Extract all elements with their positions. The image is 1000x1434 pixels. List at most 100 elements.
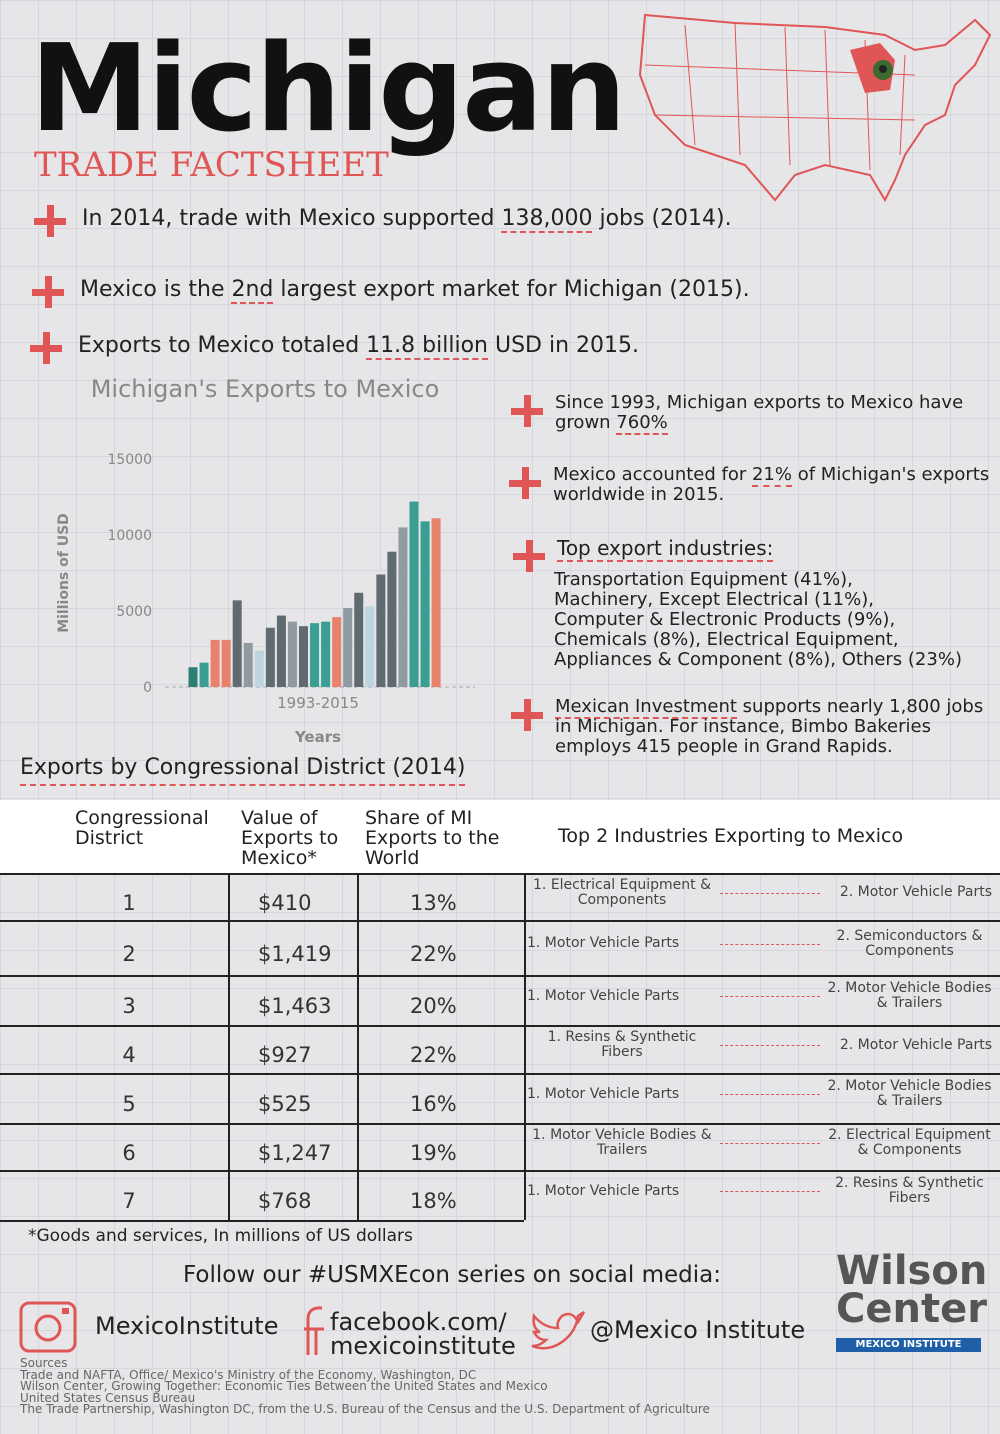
bar — [276, 615, 286, 687]
district: 6 — [122, 1140, 136, 1165]
bar — [265, 627, 275, 687]
export-value: $927 — [258, 1043, 312, 1067]
bar — [310, 623, 320, 687]
source: United States Census Bureau — [20, 1390, 196, 1405]
industry-1: 1. Motor Vehicle Bodies & Trailers — [532, 1126, 712, 1158]
logo-word: Wilson — [836, 1248, 988, 1294]
connector — [720, 996, 820, 997]
export-value: $525 — [258, 1092, 312, 1116]
source: Trade and NAFTA, Office/ Mexico's Minist… — [20, 1367, 477, 1382]
industry-2: 2. Motor Vehicle Parts — [839, 1036, 992, 1053]
fact: Exports to Mexico totaled 11.8 billion U… — [78, 333, 639, 360]
side-fact: Top export industries: Transportation Equ… — [554, 536, 997, 670]
plus-icon — [32, 276, 64, 308]
bar — [232, 600, 242, 687]
industry-line: Computer & Electronic Products (9%), — [554, 609, 896, 630]
title: Michigan — [30, 20, 627, 159]
x-period: 1993-2015 — [277, 694, 359, 712]
table-header: Share of MI Exports to the World — [365, 807, 500, 869]
follow: Follow our #USMXEcon series on social me… — [183, 1262, 721, 1288]
row-rule — [0, 975, 1000, 977]
connector — [720, 1142, 820, 1144]
export-value: $1,247 — [258, 1140, 332, 1165]
connector — [720, 1094, 820, 1095]
bar — [420, 521, 430, 687]
bar — [354, 592, 364, 687]
industry-1: 1. Electrical Equipment & Components — [533, 876, 711, 908]
side-fact: Since 1993, Michigan exports to Mexico h… — [555, 392, 995, 435]
side-text: supports nearly 1,800 jobs in Michigan. … — [555, 696, 984, 757]
plus-icon — [511, 395, 543, 427]
column-rule — [228, 873, 230, 1220]
y-tick-label: 10000 — [107, 528, 152, 544]
x-axis-label: Years — [294, 728, 341, 746]
bar — [409, 501, 419, 687]
industry-2: 2. Motor Vehicle Bodies & Trailers — [827, 1078, 992, 1109]
share: 20% — [410, 994, 457, 1018]
table-header: Value of Exports to Mexico* — [241, 807, 339, 869]
bar — [343, 607, 353, 687]
connector — [720, 1045, 820, 1046]
fact-text: In 2014, trade with Mexico supported — [82, 206, 502, 231]
side-text: Mexican Investment — [555, 696, 737, 719]
fact-text: 138,000 — [501, 206, 593, 233]
logo-word: Center — [836, 1286, 987, 1332]
district: 7 — [122, 1189, 136, 1213]
bar — [398, 527, 408, 687]
table-note: *Goods and services, In millions of US d… — [28, 1226, 413, 1246]
export-value: $410 — [258, 890, 312, 915]
plus-icon — [509, 467, 541, 499]
share: 22% — [410, 941, 457, 966]
industry-1: 1. Motor Vehicle Parts — [527, 935, 680, 951]
table-header: Top 2 Industries Exporting to Mexico — [558, 825, 904, 847]
fact: In 2014, trade with Mexico supported 138… — [82, 206, 732, 233]
row-rule — [0, 920, 1000, 922]
export-value: $1,463 — [258, 994, 332, 1018]
chart: Michigan's Exports to Mexico 1993-2015 Y… — [56, 375, 475, 746]
fact-text: largest export market for Michigan (2015… — [273, 277, 750, 302]
y-axis-label: Millions of USD — [56, 513, 72, 633]
row-rule — [0, 1220, 524, 1222]
bar — [365, 606, 375, 687]
fact-text: Exports to Mexico totaled — [78, 333, 367, 358]
district: 1 — [122, 890, 136, 915]
side-heading: Top export industries: — [557, 536, 774, 562]
district: 2 — [122, 941, 136, 966]
bar — [387, 551, 397, 687]
plus-icon — [30, 332, 62, 364]
source: Wilson Center, Growing Together: Economi… — [20, 1379, 548, 1393]
industry-2: 2. Motor Vehicle Bodies & Trailers — [827, 980, 992, 1011]
share: 22% — [410, 1043, 457, 1067]
district: 3 — [122, 994, 136, 1018]
facebook[interactable]: facebook.com/mexicoinstitute — [330, 1310, 516, 1358]
twitter-icon — [531, 1310, 586, 1350]
logo-band: MEXICO INSTITUTE — [836, 1338, 981, 1352]
connector — [720, 1191, 820, 1192]
table-title: Exports by Congressional District (2014) — [20, 755, 466, 786]
industry-2: 2. Resins & Synthetic Fibers — [835, 1175, 984, 1206]
twitter[interactable]: @Mexico Institute — [590, 1316, 806, 1344]
row-rule — [0, 1025, 1000, 1027]
fact-text: Mexico is the — [80, 277, 232, 302]
bar — [299, 626, 308, 687]
facebook-line: mexicoinstitute — [330, 1332, 516, 1360]
industry-list: Transportation Equipment (41%), Machinery… — [554, 570, 997, 670]
plus-icon — [511, 699, 543, 731]
bar — [199, 662, 209, 687]
district: 5 — [122, 1092, 136, 1116]
connector — [720, 892, 820, 894]
row-rule — [0, 873, 1000, 875]
bar — [287, 621, 297, 687]
industry-line: Transportation Equipment (41%), — [554, 569, 853, 590]
instagram[interactable]: MexicoInstitute — [95, 1312, 279, 1340]
row-rule — [0, 1073, 1000, 1075]
side-fact: Mexican Investment supports nearly 1,800… — [555, 696, 995, 757]
bar — [210, 639, 220, 687]
plus-icon — [513, 540, 545, 572]
fact-text: 2nd — [231, 277, 274, 304]
industry-2: 2. Motor Vehicle Parts — [839, 884, 992, 900]
side-text: Since 1993, Michigan exports to Mexico h… — [555, 392, 964, 433]
industry-1: 1. Motor Vehicle Parts — [527, 1085, 680, 1102]
instagram-icon — [19, 1301, 77, 1353]
